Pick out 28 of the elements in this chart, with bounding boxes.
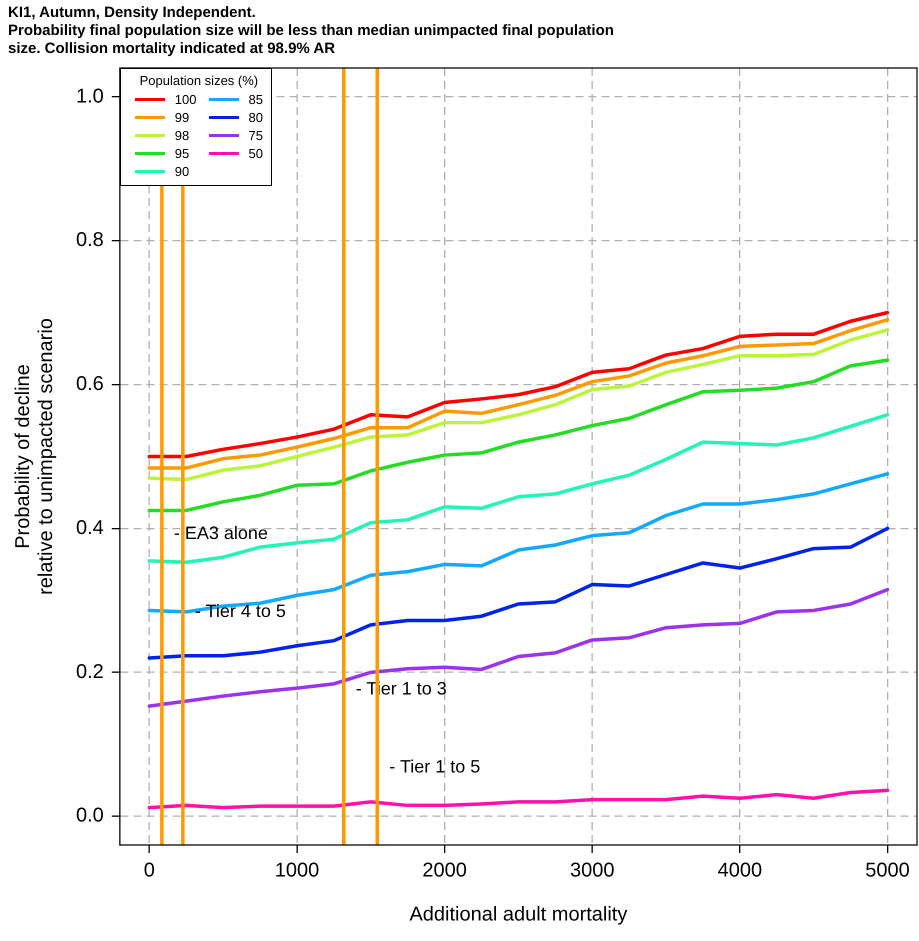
x-tick-label: 4000 [718,860,762,882]
x-tick-label: 2000 [422,860,467,882]
y-tick-label: 0.0 [76,804,104,827]
x-axis-title: Additional adult mortality [409,904,628,926]
x-tick-label: 5000 [865,860,910,882]
legend-label: 80 [248,110,263,125]
y-tick-label: 1.0 [76,85,104,108]
ref-line-label: - EA3 alone [174,523,268,544]
y-tick-label: 0.4 [76,516,104,539]
y-tick-label: 0.8 [76,229,104,252]
y-tick-label: 0.2 [76,660,104,683]
ref-line-label: - Tier 1 to 5 [389,756,480,776]
legend-label: 99 [174,110,190,125]
x-tick-label: 0 [144,860,155,882]
legend-label: 98 [174,128,190,143]
y-tick-label: 0.6 [76,373,104,396]
legend-label: 95 [174,146,190,161]
legend-label: 100 [174,92,196,107]
chart-title: KI1, Autumn, Density Independent. [8,4,256,22]
legend-label: 85 [248,92,263,107]
x-tick-label: 3000 [570,860,614,882]
legend-label: 50 [248,146,263,161]
legend-label: 75 [248,128,263,143]
chart-subtitle: Probability final population size will be less than median unimpacted final population size. Collision mortality indicated at 98.9% AR [8,22,614,58]
legend-label: 90 [174,164,190,179]
x-tick-label: 1000 [274,860,320,882]
y-axis-title: Probability of decline relative to unimpacted scenario [12,318,58,595]
legend-title: Population sizes (%) [138,73,260,88]
